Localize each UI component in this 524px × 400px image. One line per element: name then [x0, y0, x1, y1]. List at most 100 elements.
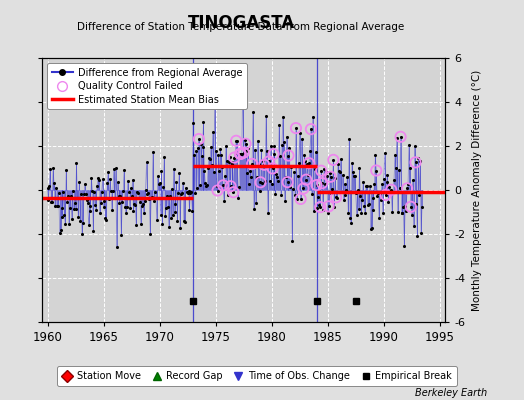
Point — [373, 193, 381, 200]
Point — [173, 218, 181, 224]
Point — [323, 210, 332, 216]
Point — [56, 230, 64, 237]
Point — [100, 204, 108, 210]
Point — [256, 179, 265, 186]
Point — [308, 191, 316, 198]
Point — [157, 168, 166, 175]
Point — [92, 207, 100, 214]
Point — [84, 222, 93, 228]
Point — [285, 145, 293, 151]
Point — [169, 166, 178, 172]
Text: TINOGASTA: TINOGASTA — [188, 14, 294, 32]
Point — [343, 174, 352, 180]
Point — [260, 162, 268, 168]
Point — [150, 198, 158, 204]
Point — [250, 147, 259, 153]
Point — [113, 244, 121, 250]
Point — [248, 161, 256, 167]
Point — [409, 222, 418, 229]
Point — [348, 160, 356, 166]
Point — [170, 209, 179, 216]
Point — [72, 160, 81, 166]
Point — [210, 169, 218, 175]
Point — [206, 156, 214, 163]
Point — [326, 174, 335, 180]
Point — [185, 207, 194, 214]
Point — [353, 212, 361, 218]
Point — [224, 191, 232, 198]
Point — [196, 140, 205, 147]
Point — [237, 151, 245, 157]
Point — [328, 186, 336, 192]
Point — [183, 190, 192, 196]
Point — [350, 173, 358, 180]
Point — [156, 212, 165, 218]
Point — [200, 168, 209, 175]
Point — [242, 140, 250, 147]
Point — [285, 152, 293, 159]
Point — [102, 217, 111, 223]
Point — [410, 143, 419, 149]
Point — [214, 152, 223, 158]
Point — [100, 198, 108, 204]
Point — [414, 155, 422, 161]
Point — [349, 169, 357, 175]
Point — [400, 243, 409, 249]
Point — [304, 172, 312, 178]
Point — [254, 138, 262, 144]
Point — [394, 208, 402, 215]
Y-axis label: Monthly Temperature Anomaly Difference (°C): Monthly Temperature Anomaly Difference (… — [473, 69, 483, 311]
Point — [85, 208, 94, 214]
Point — [137, 221, 145, 227]
Point — [256, 179, 265, 186]
Point — [195, 182, 204, 188]
Point — [341, 192, 350, 199]
Point — [239, 150, 248, 156]
Point — [271, 190, 280, 197]
Point — [318, 180, 326, 186]
Point — [259, 158, 267, 164]
Point — [199, 119, 208, 125]
Point — [272, 170, 280, 177]
Point — [52, 184, 60, 191]
Point — [331, 175, 340, 182]
Point — [93, 183, 101, 190]
Point — [221, 173, 229, 179]
Point — [387, 186, 396, 193]
Point — [398, 210, 407, 217]
Point — [383, 172, 391, 178]
Point — [243, 170, 252, 176]
Point — [294, 160, 303, 166]
Point — [128, 176, 137, 183]
Point — [328, 190, 336, 196]
Point — [313, 205, 322, 211]
Point — [263, 148, 271, 154]
Point — [392, 165, 400, 171]
Point — [335, 168, 343, 174]
Point — [223, 158, 231, 164]
Point — [178, 190, 186, 196]
Point — [117, 232, 126, 238]
Point — [48, 199, 57, 205]
Point — [159, 184, 168, 190]
Point — [303, 161, 311, 167]
Point — [342, 186, 351, 193]
Point — [366, 183, 374, 190]
Point — [292, 125, 300, 131]
Point — [402, 208, 410, 215]
Point — [407, 204, 415, 210]
Point — [194, 144, 202, 151]
Point — [362, 183, 370, 189]
Point — [361, 210, 369, 216]
Point — [336, 156, 345, 162]
Point — [309, 113, 317, 120]
Point — [58, 214, 67, 220]
Point — [265, 158, 273, 165]
Point — [257, 147, 266, 153]
Point — [138, 201, 147, 207]
Point — [103, 179, 112, 186]
Point — [318, 180, 326, 186]
Point — [211, 100, 219, 106]
Point — [396, 134, 405, 140]
Point — [62, 167, 70, 174]
